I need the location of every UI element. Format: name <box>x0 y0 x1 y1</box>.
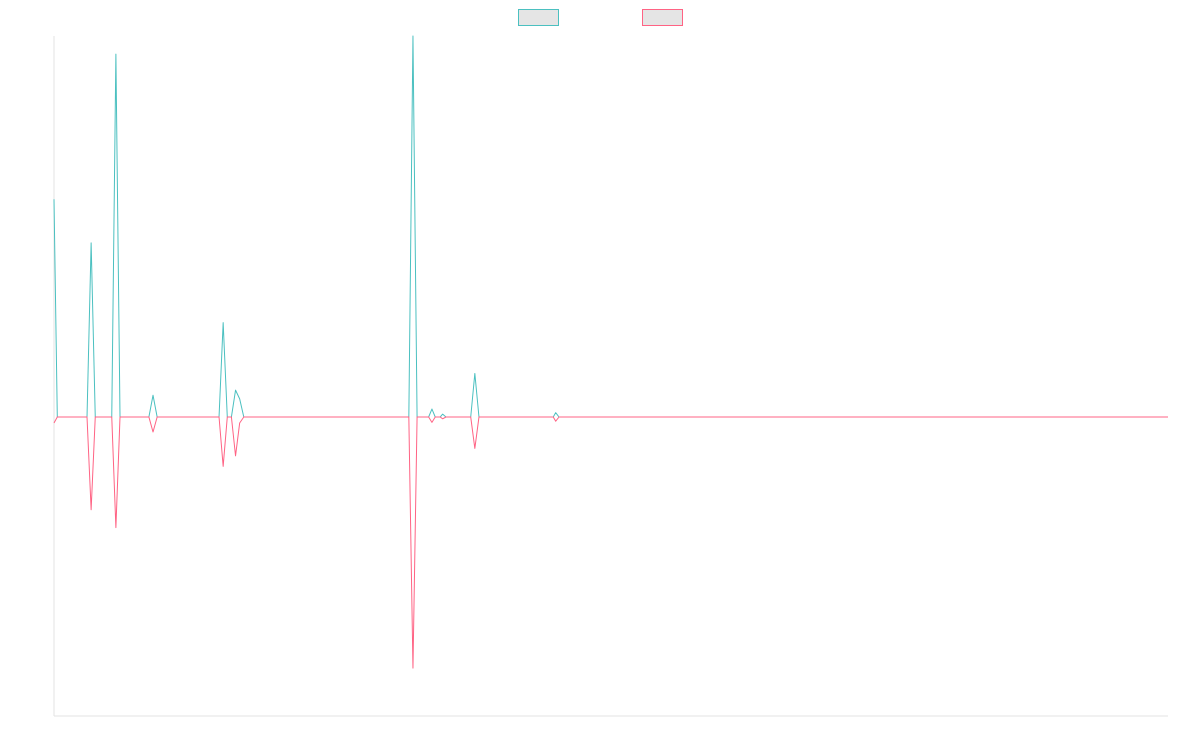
axes <box>53 36 1168 717</box>
legend-swatch-2[interactable] <box>642 9 683 26</box>
series-line-1 <box>53 35 1168 418</box>
series-layer <box>53 35 1168 669</box>
legend-item-1[interactable] <box>518 9 559 26</box>
series-line-2 <box>53 416 1168 669</box>
legend-item-2[interactable] <box>642 9 683 26</box>
legend[interactable] <box>518 9 683 26</box>
legend-swatch-1[interactable] <box>518 9 559 26</box>
